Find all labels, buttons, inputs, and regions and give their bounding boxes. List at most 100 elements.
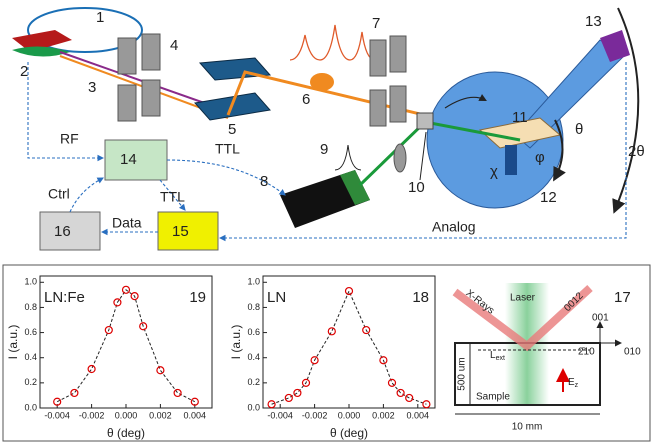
x-tick-label: 0.004 (184, 410, 207, 420)
angle-label: χ (490, 163, 498, 180)
slit (370, 90, 386, 126)
data-point (157, 367, 164, 374)
data-point (71, 389, 78, 396)
x-tick-label: -0.002 (79, 410, 105, 420)
data-point (285, 394, 292, 401)
label: 2 (20, 63, 28, 80)
slit (390, 36, 406, 72)
axis-label: 2̄10 (578, 347, 595, 358)
y-tick-label: 0.2 (24, 377, 37, 387)
x-tick-label: -0.004 (267, 410, 293, 420)
leader (420, 132, 426, 180)
data-point (294, 389, 301, 396)
pulse (335, 145, 361, 170)
signal-label: Ctrl (48, 186, 70, 202)
x-axis-title: θ (deg) (107, 426, 145, 440)
label: 10 (408, 179, 425, 196)
fit-line (57, 290, 195, 402)
pulses (290, 25, 375, 60)
plot-label: LN:Fe (44, 289, 85, 306)
stage-post (505, 145, 517, 175)
angle-label: 2θ (628, 143, 645, 160)
label: 16 (54, 223, 71, 240)
width-label: 10 mm (512, 422, 543, 433)
plot-label: LN (267, 289, 286, 306)
panel-number: 17 (614, 289, 631, 306)
label: 9 (320, 141, 328, 158)
label: 12 (540, 189, 557, 206)
depth-label-sub: ext (496, 355, 505, 362)
y-tick-label: 0.0 (24, 402, 37, 412)
y-tick-label: 0.2 (247, 377, 260, 387)
angle-label: φ (535, 149, 545, 166)
data-point (88, 366, 95, 373)
x-tick-label: 0.000 (115, 410, 138, 420)
x-tick-label: 0.004 (407, 410, 430, 420)
schematic: 17 X-Rays Laser 0012 001 010 2̄10 Lext E… (455, 283, 641, 433)
fit-line (272, 291, 427, 404)
slit (370, 40, 386, 76)
sample-label: Sample (476, 392, 510, 403)
signal-label: RF (60, 131, 79, 147)
label: 4 (170, 37, 178, 54)
x-tick-label: 0.002 (372, 410, 395, 420)
label: 13 (585, 13, 602, 30)
data-point (389, 379, 396, 386)
beam-splitter (417, 113, 433, 129)
data-point (174, 389, 181, 396)
y-tick-label: 0.8 (24, 302, 37, 312)
depth-label: Lext (490, 350, 505, 362)
label: 3 (88, 79, 96, 96)
label: 6 (302, 91, 310, 108)
y-tick-label: 0.4 (247, 352, 260, 362)
x-tick-label: -0.004 (44, 410, 70, 420)
lens (310, 73, 334, 91)
signal-label: Analog (432, 219, 476, 235)
y-tick-label: 0.4 (24, 352, 37, 362)
thickness-label: 500 um (457, 357, 468, 390)
y-axis-title: I (a.u.) (229, 325, 243, 360)
label: 14 (120, 151, 137, 168)
data-point (346, 288, 353, 295)
y-tick-label: 1.0 (247, 277, 260, 287)
x-tick-label: 0.002 (149, 410, 172, 420)
plot-frame (263, 276, 435, 408)
plot-number: 19 (189, 289, 206, 306)
link (70, 178, 103, 212)
page: {"setup": { "components": ["1","2","3","… (0, 0, 654, 445)
x-tick-label: 0.000 (338, 410, 361, 420)
signal-label: Data (112, 215, 142, 231)
y-axis-title: I (a.u.) (6, 325, 20, 360)
y-tick-label: 0.0 (247, 402, 260, 412)
label: 1 (96, 9, 104, 26)
slit (142, 34, 160, 70)
data-point (328, 328, 335, 335)
field-label: Ez (568, 377, 579, 389)
signal-label: TTL (160, 189, 185, 205)
setup: 1 2 3 4 5 6 7 8 9 10 11 12 13 14 15 16 R… (12, 8, 645, 250)
plot-number: 18 (412, 289, 429, 306)
label: 7 (372, 15, 380, 32)
axis-label: 010 (624, 347, 641, 358)
label: 5 (228, 121, 236, 138)
slit (118, 85, 136, 121)
angle-label: θ (575, 121, 583, 138)
signal-label: TTL (215, 141, 240, 157)
beam-label: Laser (510, 293, 536, 304)
lens (394, 144, 406, 172)
slit (390, 86, 406, 122)
y-tick-label: 0.6 (24, 327, 37, 337)
label: 8 (260, 173, 268, 190)
axis-label: 001 (592, 313, 609, 324)
x-axis-title: θ (deg) (330, 426, 368, 440)
slit (142, 80, 160, 116)
figure: 1 2 3 4 5 6 7 8 9 10 11 12 13 14 15 16 R… (0, 0, 654, 445)
field-label-sub: z (575, 382, 579, 389)
y-tick-label: 1.0 (24, 277, 37, 287)
label: 15 (172, 223, 189, 240)
y-tick-label: 0.6 (247, 327, 260, 337)
y-tick-label: 0.8 (247, 302, 260, 312)
plots: -0.004 -0.002 0.000 0.002 0.004 0.0 0.2 0.4 0.6 0… (6, 276, 435, 440)
x-tick-label: -0.002 (302, 410, 328, 420)
label: 11 (512, 109, 528, 126)
